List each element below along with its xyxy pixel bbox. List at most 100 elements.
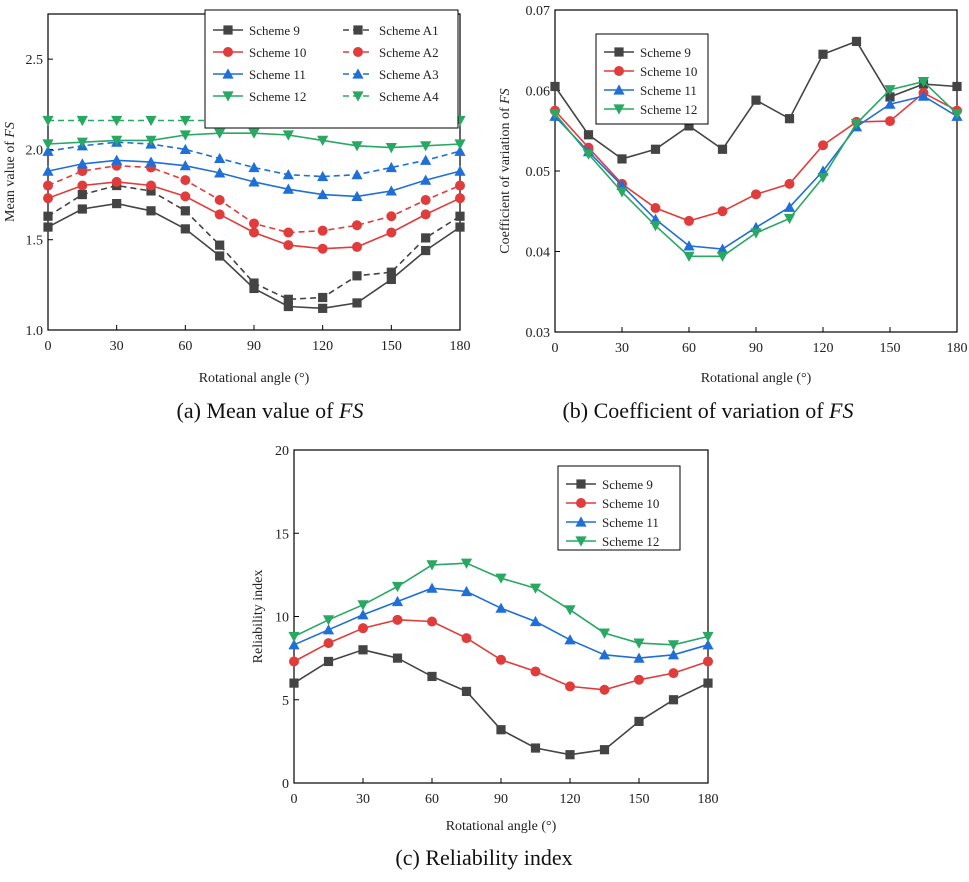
- y-tick-label: 0.07: [526, 4, 551, 19]
- data-point: [249, 218, 259, 229]
- legend-item: Scheme 9: [604, 45, 691, 60]
- panel-caption: (c) Reliability index: [395, 845, 572, 870]
- legend-label: Scheme 12: [602, 534, 659, 549]
- y-tick-label: 5: [282, 694, 289, 709]
- legend-item: Scheme A1: [343, 23, 439, 38]
- data-point: [317, 135, 329, 146]
- data-point: [716, 243, 729, 254]
- data-point: [650, 203, 661, 214]
- data-point: [668, 668, 679, 679]
- data-point: [357, 600, 369, 611]
- data-point: [496, 654, 506, 665]
- data-point: [455, 222, 465, 232]
- data-point: [667, 649, 680, 660]
- panel-caption-italic: FS: [828, 398, 853, 423]
- series-scheme-9: [289, 645, 713, 760]
- data-point: [42, 139, 54, 150]
- data-point: [352, 298, 362, 308]
- x-tick-label: 120: [560, 792, 581, 807]
- data-point: [598, 628, 611, 639]
- data-point: [214, 167, 226, 178]
- data-point: [598, 649, 611, 660]
- data-point: [783, 201, 796, 212]
- x-tick-label: 30: [615, 341, 629, 356]
- legend-item: Scheme 12: [604, 102, 697, 117]
- legend-label: Scheme A3: [379, 67, 439, 82]
- data-point: [392, 614, 403, 625]
- data-point: [426, 582, 438, 593]
- panel-caption-text: (a) Mean value of: [177, 398, 339, 423]
- y-tick-label: 0.05: [526, 165, 551, 180]
- legend-item: Scheme 9: [566, 477, 653, 492]
- legend-marker: [353, 47, 363, 57]
- y-tick-label: 15: [275, 527, 289, 542]
- data-point: [215, 240, 225, 250]
- data-point: [352, 241, 362, 252]
- data-point: [582, 149, 595, 160]
- data-point: [421, 233, 431, 243]
- data-point: [180, 175, 191, 186]
- legend-label: Scheme 11: [249, 67, 306, 82]
- data-point: [282, 169, 294, 180]
- data-point: [684, 121, 694, 131]
- data-point: [461, 633, 472, 644]
- legend-item: Scheme 12: [566, 534, 659, 549]
- data-point: [951, 109, 963, 120]
- legend-label: Scheme A4: [379, 89, 439, 104]
- x-tick-label: 120: [312, 339, 333, 354]
- data-point: [214, 194, 225, 205]
- data-point: [565, 681, 575, 692]
- data-point: [549, 109, 561, 120]
- legend-item: Scheme A3: [343, 67, 439, 82]
- legend-marker: [352, 68, 364, 79]
- y-tick-label: 1.5: [26, 234, 44, 249]
- data-point: [564, 605, 576, 616]
- data-point: [76, 158, 88, 169]
- x-axis-title: Rotational angle (°): [701, 371, 812, 386]
- data-point: [583, 130, 594, 140]
- legend-label: Scheme A2: [379, 45, 439, 60]
- data-point: [750, 228, 762, 239]
- y-tick-label: 2.0: [26, 143, 44, 158]
- data-point: [565, 750, 575, 760]
- y-tick-label: 1.0: [26, 324, 44, 339]
- data-point: [283, 227, 294, 238]
- y-axis-title: Mean value of FS: [3, 122, 18, 222]
- x-tick-label: 150: [381, 339, 402, 354]
- data-point: [917, 77, 930, 88]
- panel-caption: (a) Mean value of FS: [177, 398, 364, 423]
- data-point: [318, 303, 328, 313]
- data-point: [76, 115, 88, 127]
- series-scheme-10: [43, 176, 465, 254]
- data-point: [77, 180, 88, 191]
- data-point: [650, 144, 661, 154]
- legend: Scheme 9 Scheme 10 Scheme 11 Scheme 12: [595, 33, 709, 125]
- data-point: [351, 141, 363, 152]
- data-point: [784, 178, 795, 189]
- legend-marker: [614, 47, 624, 57]
- data-point: [385, 185, 397, 196]
- data-point: [77, 166, 88, 177]
- data-point: [282, 183, 294, 194]
- data-point: [702, 639, 714, 650]
- data-point: [420, 194, 431, 205]
- data-point: [455, 211, 465, 221]
- series-scheme-11: [42, 154, 466, 201]
- data-point: [667, 640, 680, 651]
- legend-label: Scheme 12: [640, 102, 697, 117]
- y-axis-title-text: Reliability index: [251, 570, 266, 664]
- data-point: [322, 615, 335, 626]
- data-point: [421, 245, 431, 256]
- data-point: [43, 193, 53, 204]
- data-point: [683, 251, 695, 262]
- y-axis-title-text: Coefficient of variation of: [498, 104, 513, 254]
- data-point: [599, 745, 610, 755]
- x-axis-title: Rotational angle (°): [446, 819, 557, 834]
- data-point: [317, 243, 328, 254]
- data-point: [420, 154, 432, 165]
- data-point: [179, 160, 191, 171]
- data-point: [179, 115, 191, 127]
- series-scheme-9: [550, 36, 962, 164]
- data-point: [564, 634, 576, 645]
- series-scheme-12: [288, 558, 714, 651]
